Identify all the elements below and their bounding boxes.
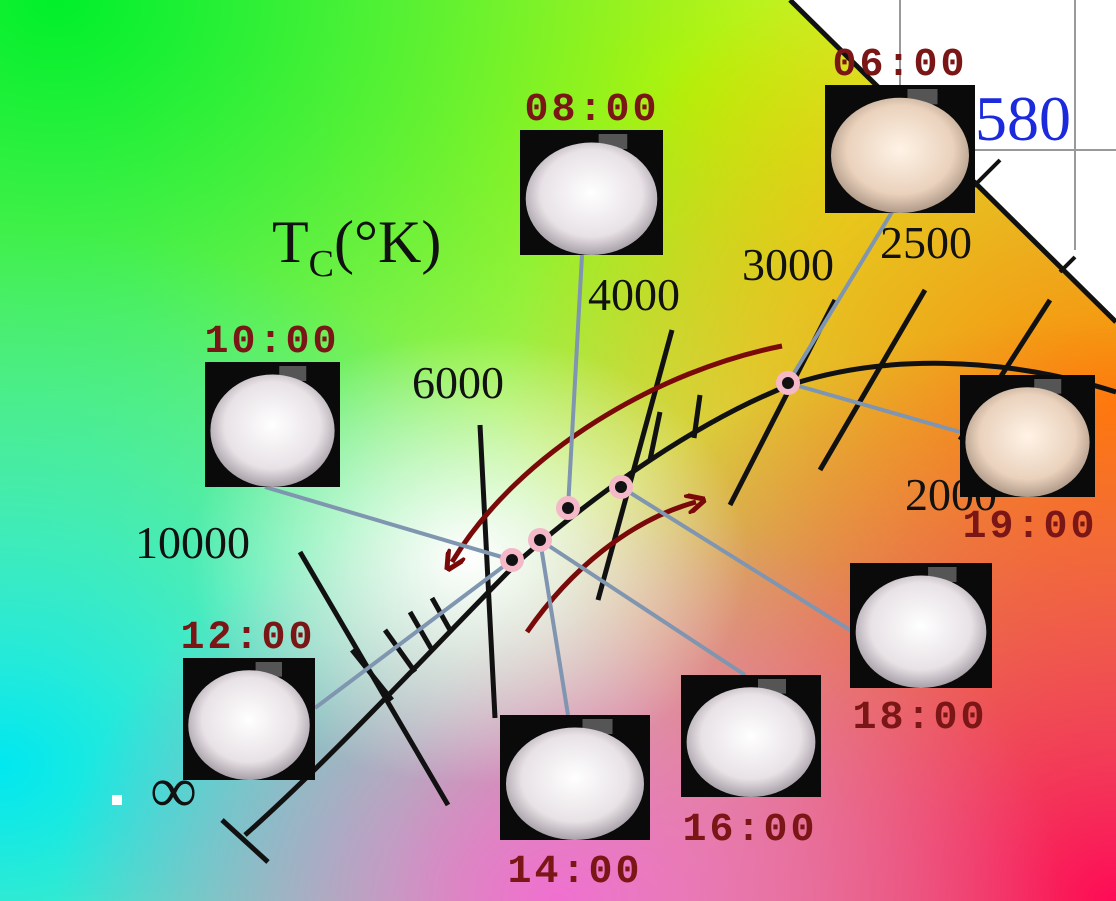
- temperature-label: 2500: [880, 217, 972, 268]
- sky-photo: [825, 85, 975, 213]
- sky-photo: [960, 375, 1095, 497]
- sky-photo: [850, 563, 992, 688]
- diagram: TC(°K) 580 ∞ 10000 6000 4000 3000 2500 2…: [0, 0, 1116, 901]
- dot: [506, 554, 518, 566]
- time-label: 16:00: [682, 808, 817, 853]
- sky-disc: [526, 143, 658, 256]
- dot: [782, 377, 794, 389]
- time-label: 06:00: [832, 43, 967, 88]
- sky-photo: [500, 715, 650, 840]
- time-label: 14:00: [507, 850, 642, 895]
- body: TC(°K) 580 ∞ 10000 6000 4000 3000 2500 2…: [0, 0, 1116, 901]
- sky-disc: [188, 670, 309, 780]
- sky-photo: [183, 658, 315, 780]
- axis-title: TC(°K): [272, 209, 441, 285]
- dot: [615, 481, 627, 493]
- axis-title-main: T: [272, 209, 309, 275]
- temperature-label: 4000: [588, 269, 680, 320]
- temperature-label: 3000: [742, 239, 834, 290]
- time-label: 10:00: [204, 320, 339, 365]
- temperature-label: 6000: [412, 357, 504, 408]
- sky-disc: [210, 375, 334, 488]
- dot: [562, 502, 574, 514]
- marker-square: [112, 795, 122, 805]
- axis-title-unit: (°K): [334, 209, 441, 275]
- sky-disc: [687, 687, 816, 797]
- sky-photo: [520, 130, 663, 255]
- axis-title-subscript: C: [309, 243, 334, 285]
- sky-disc: [831, 98, 969, 213]
- sky-disc: [856, 576, 987, 689]
- dot: [534, 534, 546, 546]
- sky-photo: [681, 675, 821, 797]
- time-label: 12:00: [180, 616, 315, 661]
- temperature-label: 10000: [135, 517, 250, 568]
- time-label: 08:00: [524, 88, 659, 133]
- page: Sky colour temperature {"axis_title": {"…: [0, 0, 1116, 901]
- wavelength-label: 580: [975, 83, 1071, 154]
- sky-disc: [506, 728, 644, 841]
- time-label: 19:00: [962, 505, 1097, 550]
- time-label: 18:00: [852, 696, 987, 741]
- sky-disc: [965, 387, 1089, 497]
- sky-photo: [205, 362, 340, 487]
